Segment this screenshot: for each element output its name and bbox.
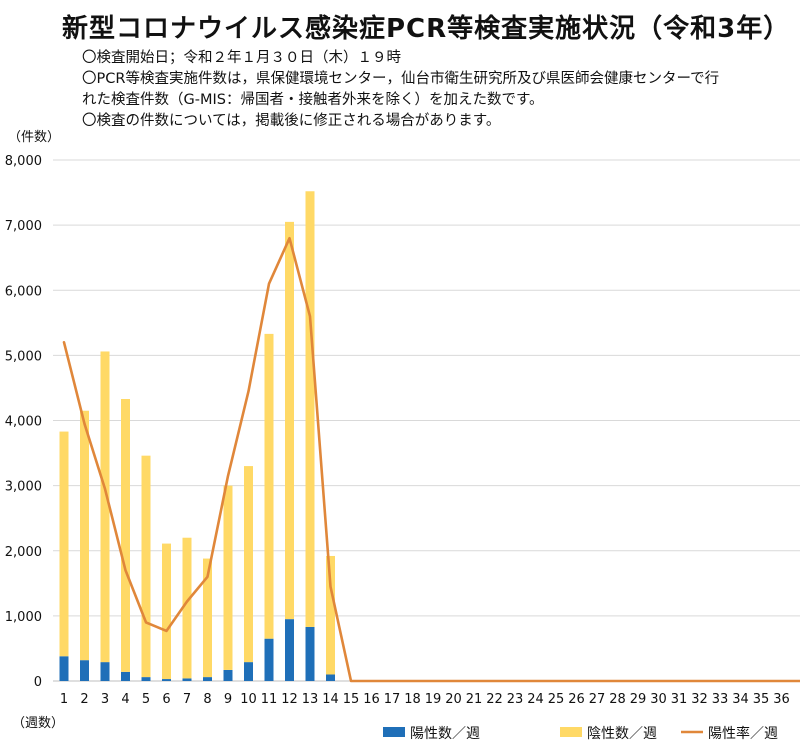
y-tick-label: 1,000 [5, 610, 42, 625]
x-tick-label: 23 [507, 692, 524, 707]
page-title: 新型コロナウイルス感染症PCR等検査実施状況（令和3年） [62, 14, 791, 44]
x-tick-label: 15 [343, 692, 360, 707]
x-tick-label: 29 [630, 692, 647, 707]
bar-negative [223, 485, 233, 670]
bar-negative [182, 537, 192, 679]
y-tick-label: 4,000 [5, 415, 42, 430]
x-tick-label: 5 [142, 692, 150, 707]
x-tick-label: 13 [302, 692, 319, 707]
note-line: れた検査件数（G-MIS：帰国者・接触者外来を除く）を加えた数です。 [82, 92, 544, 108]
x-tick-label: 19 [425, 692, 442, 707]
x-tick-label: 11 [261, 692, 278, 707]
x-tick-label: 17 [384, 692, 401, 707]
bar-positive [162, 679, 171, 681]
y-tick-label: 8,000 [5, 154, 42, 169]
bar-positive [121, 671, 130, 681]
bar-negative [100, 351, 110, 663]
bar-positive [203, 677, 212, 681]
x-tick-label: 4 [121, 692, 129, 707]
x-tick-label: 35 [753, 692, 770, 707]
legend-label: 陰性数／週 [587, 726, 657, 742]
x-tick-label: 18 [404, 692, 421, 707]
bar-positive [264, 638, 274, 681]
y-tick-label: 5,000 [5, 349, 42, 364]
x-tick-label: 33 [712, 692, 729, 707]
bar-positive [141, 677, 151, 681]
y-tick-label: 0 [34, 675, 42, 690]
bar-positive [326, 674, 335, 681]
bar-negative [285, 221, 294, 620]
x-tick-label: 25 [548, 692, 565, 707]
bar-positive [59, 656, 69, 681]
bar-negative [244, 466, 253, 663]
x-tick-label: 7 [183, 692, 191, 707]
legend-label: 陽性率／週 [708, 725, 778, 742]
x-tick-label: 9 [224, 692, 232, 707]
y-tick-label: 7,000 [5, 219, 42, 234]
bar-negative [121, 399, 130, 672]
bar-negative [203, 558, 212, 678]
legend-swatch [560, 727, 582, 737]
x-tick-label: 26 [568, 692, 585, 707]
x-tick-label: 3 [101, 692, 109, 707]
bar-positive [244, 662, 253, 681]
bar-negative [264, 333, 274, 639]
bar-negative [80, 410, 89, 661]
bar-negative [141, 455, 151, 678]
x-tick-label: 24 [527, 692, 544, 707]
legend-label: 陽性数／週 [410, 726, 480, 742]
bar-positive [285, 619, 294, 681]
bar-positive [182, 678, 192, 681]
x-tick-label: 32 [691, 692, 708, 707]
y-tick-label: 6,000 [5, 284, 42, 299]
x-tick-label: 20 [445, 692, 462, 707]
bar-negative [305, 191, 315, 627]
bar-negative [326, 555, 335, 675]
x-tick-label: 2 [80, 692, 88, 707]
note-line: 〇検査の件数については，掲載後に修正される場合があります。 [82, 113, 501, 129]
x-tick-label: 21 [466, 692, 483, 707]
y-tick-label: 2,000 [5, 545, 42, 560]
bar-negative [162, 543, 171, 680]
x-tick-label: 16 [363, 692, 380, 707]
bar-positive [100, 662, 110, 681]
y-axis-unit-label: （件数） [8, 130, 60, 145]
note-line: 〇PCR等検査実施件数は，県保健環境センター，仙台市衛生研究所及び県医師会健康セ… [82, 71, 720, 87]
x-tick-label: 28 [609, 692, 626, 707]
bar-negative [59, 431, 69, 657]
x-tick-label: 36 [773, 692, 790, 707]
x-tick-label: 14 [322, 692, 339, 707]
x-tick-label: 22 [486, 692, 503, 707]
y-tick-label: 3,000 [5, 480, 42, 495]
line-positive-rate [62, 236, 800, 683]
legend-swatch [383, 727, 405, 737]
bar-positive [80, 660, 89, 681]
x-tick-label: 8 [203, 692, 211, 707]
x-tick-label: 6 [162, 692, 170, 707]
x-tick-label: 1 [60, 692, 68, 707]
x-tick-label: 31 [671, 692, 688, 707]
bar-positive [305, 626, 315, 681]
chart-notes: 〇検査開始日；令和２年１月３０日（木）１９時 〇PCR等検査実施件数は，県保健環… [82, 48, 719, 132]
bar-positive [223, 669, 233, 681]
x-tick-label: 27 [589, 692, 606, 707]
x-tick-label: 10 [240, 692, 257, 707]
x-axis-unit-label: （週数） [12, 716, 64, 731]
x-tick-label: 12 [281, 692, 298, 707]
note-line: 〇検査開始日；令和２年１月３０日（木）１９時 [82, 50, 401, 66]
x-tick-label: 34 [732, 692, 749, 707]
x-tick-label: 30 [650, 692, 667, 707]
